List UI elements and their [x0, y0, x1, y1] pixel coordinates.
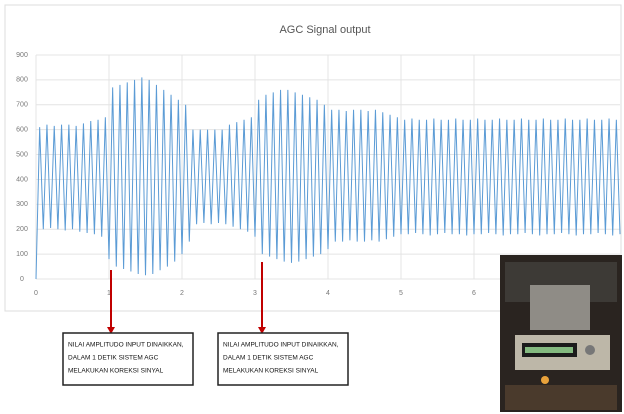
- x-tick-label: 2: [180, 290, 184, 297]
- annotation-text: MELAKUKAN KOREKSI SINYAL: [223, 368, 319, 375]
- x-tick-label: 3: [253, 290, 257, 297]
- x-tick-label: 6: [472, 290, 476, 297]
- annotation-box: [217, 332, 349, 386]
- photo-shape: [530, 285, 590, 330]
- arrow-head: [258, 327, 266, 334]
- y-tick-label: 500: [16, 151, 28, 158]
- chart-title: AGC Signal output: [279, 24, 370, 36]
- x-tick-label: 4: [326, 290, 330, 297]
- photo-light: [541, 376, 549, 384]
- y-tick-label: 200: [16, 226, 28, 233]
- x-tick-label: 0: [34, 290, 38, 297]
- x-tick-label: 5: [399, 290, 403, 297]
- photo-display-digits: [525, 347, 573, 353]
- y-tick-label: 800: [16, 77, 28, 84]
- y-tick-label: 700: [16, 102, 28, 109]
- arrows: [107, 262, 266, 334]
- x-tick-label: 1: [107, 290, 111, 297]
- y-tick-label: 300: [16, 201, 28, 208]
- y-tick-label: 100: [16, 251, 28, 258]
- signal-line: [35, 77, 621, 280]
- y-tick-label: 900: [16, 52, 28, 59]
- annotations: NILAI AMPLITUDO INPUT DINAIKKAN, DALAM 1 …: [62, 332, 349, 386]
- y-tick-label: 600: [16, 127, 28, 134]
- annotation-text: NILAI AMPLITUDO INPUT DINAIKKAN,: [223, 342, 339, 349]
- photo-knob: [585, 345, 595, 355]
- photo: [500, 255, 622, 412]
- annotation-text: DALAM 1 DETIK SISTEM AGC: [223, 355, 314, 362]
- photo-shape: [505, 385, 617, 410]
- annotation-text: DALAM 1 DETIK SISTEM AGC: [68, 355, 159, 362]
- arrow-head: [107, 327, 115, 334]
- annotation-text: MELAKUKAN KOREKSI SINYAL: [68, 368, 164, 375]
- y-tick-label: 0: [20, 276, 24, 283]
- plot: [35, 77, 621, 280]
- y-tick-label: 400: [16, 176, 28, 183]
- annotation-box: [62, 332, 194, 386]
- annotation-text: NILAI AMPLITUDO INPUT DINAIKKAN,: [68, 342, 184, 349]
